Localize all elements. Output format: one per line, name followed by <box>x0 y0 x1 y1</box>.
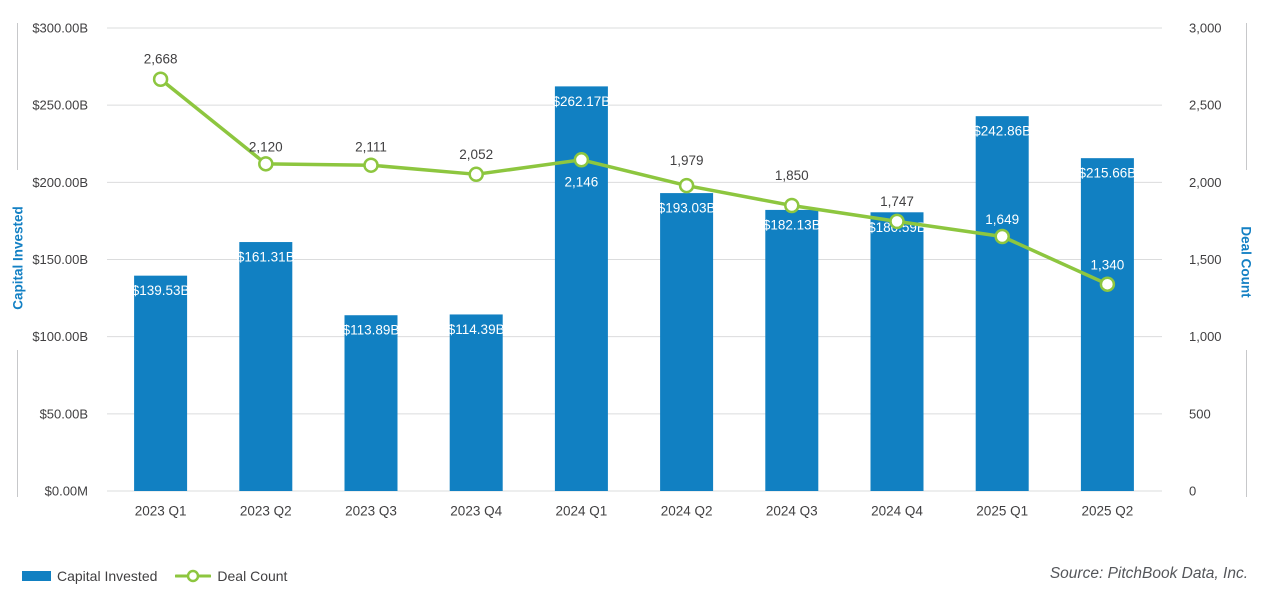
deal-count-marker[interactable] <box>258 156 274 172</box>
bar-value-label: $114.39B <box>448 322 505 337</box>
deal-count-label: 2,668 <box>144 52 178 67</box>
bar-value-label: $262.17B <box>552 94 610 109</box>
deal-count-label: 2,120 <box>249 139 283 154</box>
left-axis-title: Capital Invested <box>10 206 26 310</box>
left-axis-tick-label: $200.00B <box>32 175 88 190</box>
bar-value-label: $139.53B <box>132 283 190 298</box>
bar-value-label: $113.89B <box>343 323 400 338</box>
right-axis-title: Deal Count <box>1238 226 1254 298</box>
capital-invested-bar[interactable] <box>660 193 714 491</box>
x-axis-category-label: 2024 Q4 <box>871 504 923 519</box>
right-axis-tick-label: 1,000 <box>1189 329 1222 344</box>
deal-count-marker[interactable] <box>994 228 1010 245</box>
right-axis-tick-label: 500 <box>1189 406 1211 421</box>
capital-invested-bar[interactable] <box>975 116 1029 491</box>
right-axis-tick-label: 2,500 <box>1189 98 1222 113</box>
x-axis-category-label: 2024 Q2 <box>661 504 713 519</box>
deal-count-line <box>158 77 1110 286</box>
deal-count-marker[interactable] <box>1099 276 1116 292</box>
capital-invested-bar[interactable] <box>765 209 819 491</box>
left-axis-tick-label: $50.00B <box>40 406 88 421</box>
deal-count-marker[interactable] <box>468 166 484 183</box>
right-axis-tick-label: 3,000 <box>1189 21 1222 36</box>
deal-count-label: 1,747 <box>880 194 914 209</box>
deal-count-marker[interactable] <box>152 71 169 87</box>
deal-count-label: 2,111 <box>355 140 387 155</box>
deal-count-marker[interactable] <box>363 157 379 173</box>
right-axis-tick-label: 0 <box>1189 484 1196 499</box>
x-axis-category-label: 2023 Q4 <box>450 504 502 519</box>
deal-count-marker[interactable] <box>889 213 905 230</box>
deal-count-label: 1,649 <box>985 212 1019 227</box>
capital-invested-bar[interactable] <box>344 315 398 491</box>
legend-label: Capital Invested <box>57 568 158 584</box>
deal-count-marker[interactable] <box>784 197 800 214</box>
x-axis-category-label: 2024 Q1 <box>556 504 608 519</box>
left-axis-tick-label: $150.00B <box>32 252 88 267</box>
capital-invested-bar[interactable] <box>134 275 188 491</box>
x-axis-category-label: 2025 Q2 <box>1082 504 1134 519</box>
x-axis-category-label: 2024 Q3 <box>766 504 818 519</box>
x-axis-category-label: 2023 Q1 <box>135 504 187 519</box>
deal-count-label: 2,146 <box>565 174 599 189</box>
deal-count-marker[interactable] <box>678 177 695 194</box>
bar-value-label: $242.86B <box>973 124 1031 139</box>
bar-swatch-icon <box>22 571 51 581</box>
deal-count-label: 1,979 <box>670 153 704 168</box>
x-axis-category-label: 2023 Q2 <box>240 504 292 519</box>
legend-item-deal-count[interactable]: Deal Count <box>175 568 287 584</box>
deal-count-label: 1,850 <box>775 168 809 183</box>
capital-invested-bar[interactable] <box>1080 158 1134 491</box>
capital-invested-bar[interactable] <box>449 314 503 491</box>
right-axis-tick-label: 1,500 <box>1189 252 1222 267</box>
deal-count-marker[interactable] <box>573 152 590 168</box>
bar-value-label: $193.03B <box>658 201 716 216</box>
deal-count-label: 1,340 <box>1091 258 1125 273</box>
source-attribution: Source: PitchBook Data, Inc. <box>1049 565 1248 582</box>
line-marker-swatch-icon <box>175 569 212 583</box>
chart-legend: Capital Invested Deal Count <box>22 568 287 584</box>
left-axis-tick-label: $100.00B <box>32 329 88 344</box>
left-axis-tick-label: $300.00B <box>32 21 88 36</box>
bar-value-label: $215.66B <box>1078 166 1136 181</box>
right-axis-tick-label: 2,000 <box>1189 175 1222 190</box>
legend-item-capital-invested[interactable]: Capital Invested <box>22 568 157 584</box>
capital-invested-bar[interactable] <box>239 242 293 491</box>
capital-invested-bar[interactable] <box>870 212 924 491</box>
capital-invested-bar[interactable] <box>554 86 608 491</box>
left-axis-tick-label: $0.00M <box>45 484 88 499</box>
legend-label: Deal Count <box>217 568 288 584</box>
deal-count-label: 2,052 <box>459 147 493 162</box>
bar-value-label: $182.13B <box>763 217 821 232</box>
x-axis-category-label: 2023 Q3 <box>345 504 397 519</box>
bar-value-label: $161.31B <box>237 250 295 265</box>
x-axis-category-label: 2025 Q1 <box>976 504 1028 519</box>
left-axis-tick-label: $250.00B <box>32 98 88 113</box>
